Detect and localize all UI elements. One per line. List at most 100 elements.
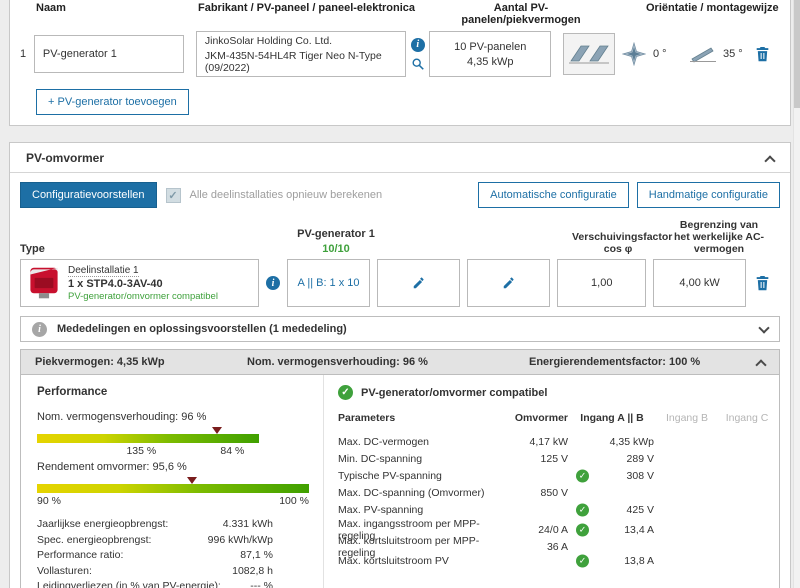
summary-bar[interactable]: Piekvermogen: 4,35 kWp Nom. vermogensver…	[20, 349, 780, 375]
edit-config-button-1[interactable]	[377, 259, 460, 307]
parameters-panel: ✓ PV-generator/omvormer compatibel Param…	[324, 375, 782, 588]
col-parameters: Parameters	[338, 412, 506, 424]
module-icons: i	[409, 38, 426, 71]
azimuth-value[interactable]: 0 °	[653, 48, 683, 60]
module-info-icon[interactable]: i	[411, 38, 425, 52]
parameter-inverter-value: 125 V	[506, 453, 568, 465]
green-check-icon: ✓	[338, 385, 353, 400]
kv-value: 4.331 kWh	[223, 517, 273, 533]
parameter-ab-value: ✓425 V	[568, 504, 656, 516]
header-orientatie: Oriëntatie / montagewijze	[646, 2, 779, 26]
generator-name-input[interactable]	[34, 35, 184, 73]
inverter-card[interactable]: Deelinstallatie 1 1 x STP4.0-3AV-40 PV-g…	[20, 259, 259, 307]
panel-count-box[interactable]: 10 PV-panelen 4,35 kWp	[429, 31, 551, 77]
collapse-chevron-icon[interactable]	[764, 155, 775, 166]
expand-chevron-icon[interactable]	[758, 322, 769, 333]
inverter-info-icon[interactable]: i	[266, 276, 280, 290]
module-type: JKM-435N-54HL4R Tiger Neo N-Type (09/202…	[205, 50, 397, 74]
messages-label: Mededelingen en oplossingsvoorstellen (1…	[57, 323, 347, 335]
performance-title: Performance	[37, 386, 309, 398]
orientation-group: 0 ° 35 °	[563, 33, 753, 75]
parameter-ab-value: ✓13,4 A	[568, 524, 656, 536]
parameter-row: Max. DC-vermogen 4,17 kW 4,35 kWp	[338, 433, 776, 450]
parameter-label: Typische PV-spanning	[338, 470, 506, 482]
trash-icon	[755, 275, 770, 291]
tick-90: 90 %	[37, 495, 61, 507]
tilt-value[interactable]: 35 °	[723, 48, 753, 60]
parameter-row: Min. DC-spanning 125 V 289 V	[338, 450, 776, 467]
generator-row: 1 JinkoSolar Holding Co. Ltd. JKM-435N-5…	[10, 31, 790, 77]
kv-row: Performance ratio: 87,1 %	[37, 548, 273, 564]
parameter-ab-value: ✓13,8 A	[568, 555, 656, 567]
kv-value: 996 kWh/kWp	[208, 533, 273, 549]
scrollbar-thumb[interactable]	[794, 0, 800, 108]
kv-value: 1082,8 h	[232, 564, 273, 580]
peak-power: 4,35 kWp	[467, 56, 513, 68]
parameters-table: Parameters Omvormer Ingang A || B Ingang…	[338, 412, 776, 569]
kv-row: Spec. energieopbrengst: 996 kWh/kWp	[37, 533, 273, 549]
module-selector[interactable]: JinkoSolar Holding Co. Ltd. JKM-435N-54H…	[196, 31, 406, 77]
pv-inverter-section: PV-omvormer Configuratievoorstellen ✓ Al…	[9, 142, 791, 588]
delete-inverter-button[interactable]	[753, 273, 772, 293]
details-panel: Performance Nom. vermogensverhouding: 96…	[20, 375, 780, 588]
compatibility-label: PV-generator/omvormer compatibel	[361, 387, 547, 399]
performance-panel: Performance Nom. vermogensverhouding: 96…	[21, 375, 324, 588]
recalc-label: Alle deelinstallaties opnieuw berekenen	[190, 189, 383, 201]
parameter-label: Max. DC-spanning (Omvormer)	[338, 487, 506, 499]
edit-config-button-2[interactable]	[467, 259, 550, 307]
header-fabrikant: Fabrikant / PV-paneel / paneel-elektroni…	[198, 2, 438, 26]
mounting-type-box[interactable]	[563, 33, 615, 75]
kv-value: 87,1 %	[240, 548, 273, 564]
manual-config-button[interactable]: Handmatige configuratie	[637, 182, 780, 208]
inverter-image	[27, 264, 61, 302]
cos-phi-field[interactable]: 1,00	[557, 259, 646, 307]
summary-nom-ratio: Nom. vermogensverhouding: 96 %	[247, 356, 529, 368]
header-aantal: Aantal PV-panelen/piekvermogen	[438, 2, 604, 26]
module-manufacturer: JinkoSolar Holding Co. Ltd.	[205, 35, 397, 47]
recalc-checkbox[interactable]: ✓	[166, 188, 181, 203]
efficiency-ticks: 90 % 100 %	[37, 495, 309, 508]
green-check-icon: ✓	[576, 503, 589, 516]
module-search-icon[interactable]	[411, 57, 425, 71]
parameter-inverter-value: 24/0 A	[506, 524, 568, 536]
summary-peak-power: Piekvermogen: 4,35 kWp	[35, 356, 247, 368]
compass-icon	[622, 42, 646, 66]
parameter-inverter-value: 850 V	[506, 487, 568, 499]
config-proposals-button[interactable]: Configuratievoorstellen	[20, 182, 157, 208]
nom-ratio-ticks: 135 % 84 %	[37, 445, 259, 458]
kv-row: Vollasturen: 1082,8 h	[37, 564, 273, 580]
parameter-row: Max. kortsluitstroom per MPP-regeling 36…	[338, 535, 776, 552]
pv-generator-section: Naam Fabrikant / PV-paneel / paneel-elek…	[9, 0, 791, 126]
header-naam: Naam	[36, 2, 186, 26]
subinstallation-name[interactable]: Deelinstallatie 1	[68, 265, 139, 277]
parameter-row: Typische PV-spanning ✓308 V	[338, 467, 776, 484]
delete-generator-button[interactable]	[753, 44, 772, 64]
col-ingang-ab: Ingang A || B	[568, 412, 656, 424]
add-pv-generator-button[interactable]: + PV-generator toevoegen	[36, 89, 189, 115]
inverter-model: 1 x STP4.0-3AV-40	[68, 278, 218, 290]
messages-bar[interactable]: i Mededelingen en oplossingsvoorstellen …	[20, 316, 780, 342]
bar-marker-icon	[212, 427, 222, 434]
pv-inverter-header[interactable]: PV-omvormer	[10, 143, 790, 173]
inverter-compat-note: PV-generator/omvormer compatibel	[68, 291, 218, 302]
green-check-icon: ✓	[576, 524, 589, 537]
input-config-button[interactable]: A || B: 1 x 10	[287, 259, 370, 307]
automatic-config-button[interactable]: Automatische configuratie	[478, 182, 629, 208]
generator-column-header: PV-generator 1 10/10	[293, 228, 379, 255]
performance-kv-list: Jaarlijkse energieopbrengst: 4.331 kWh S…	[37, 517, 273, 588]
pv-panels-icon	[569, 41, 609, 67]
ac-limit-field[interactable]: 4,00 kW	[653, 259, 746, 307]
generator-header-label: PV-generator 1	[293, 228, 379, 240]
tick-84: 84 %	[220, 445, 244, 457]
parameter-label: Max. DC-vermogen	[338, 436, 506, 448]
checkbox-check-icon: ✓	[168, 189, 177, 202]
parameter-label: Max. PV-spanning	[338, 504, 506, 516]
kv-row: Leidingverliezen (in % van PV-energie): …	[37, 579, 273, 588]
type-column-header: Type	[20, 243, 286, 255]
collapse-chevron-icon[interactable]	[755, 359, 766, 370]
col-omvormer: Omvormer	[506, 412, 568, 424]
parameter-inverter-value: 36 A	[506, 541, 568, 553]
scrollbar-track[interactable]	[793, 0, 800, 588]
cos-phi-column-header: Verschuivingsfactor cos φ	[572, 231, 664, 255]
inverter-text: Deelinstallatie 1 1 x STP4.0-3AV-40 PV-g…	[68, 265, 218, 302]
